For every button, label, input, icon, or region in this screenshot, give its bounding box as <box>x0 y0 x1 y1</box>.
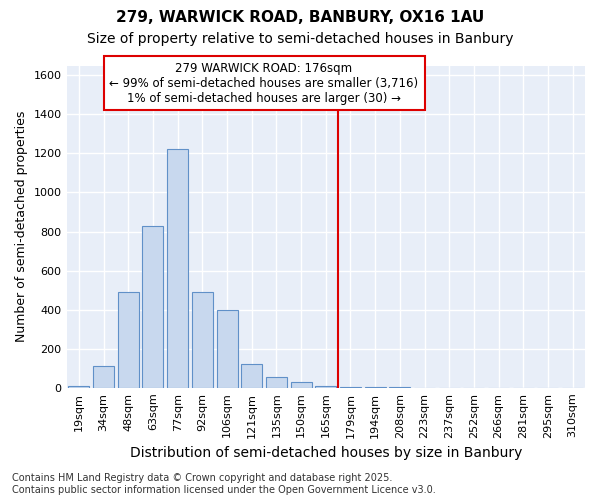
Bar <box>340 387 361 388</box>
Text: 279 WARWICK ROAD: 176sqm
← 99% of semi-detached houses are smaller (3,716)
1% of: 279 WARWICK ROAD: 176sqm ← 99% of semi-d… <box>109 62 419 104</box>
Bar <box>241 364 262 388</box>
Bar <box>68 386 89 388</box>
Bar <box>389 387 410 388</box>
Bar <box>167 150 188 388</box>
X-axis label: Distribution of semi-detached houses by size in Banbury: Distribution of semi-detached houses by … <box>130 446 522 460</box>
Bar <box>93 366 114 388</box>
Text: 279, WARWICK ROAD, BANBURY, OX16 1AU: 279, WARWICK ROAD, BANBURY, OX16 1AU <box>116 10 484 25</box>
Bar <box>315 386 336 388</box>
Bar <box>192 292 213 388</box>
Bar <box>217 310 238 388</box>
Bar <box>290 382 311 388</box>
Bar <box>118 292 139 388</box>
Bar <box>365 387 386 388</box>
Text: Size of property relative to semi-detached houses in Banbury: Size of property relative to semi-detach… <box>87 32 513 46</box>
Bar <box>142 226 163 388</box>
Text: Contains HM Land Registry data © Crown copyright and database right 2025.
Contai: Contains HM Land Registry data © Crown c… <box>12 474 436 495</box>
Bar <box>266 377 287 388</box>
Y-axis label: Number of semi-detached properties: Number of semi-detached properties <box>15 111 28 342</box>
